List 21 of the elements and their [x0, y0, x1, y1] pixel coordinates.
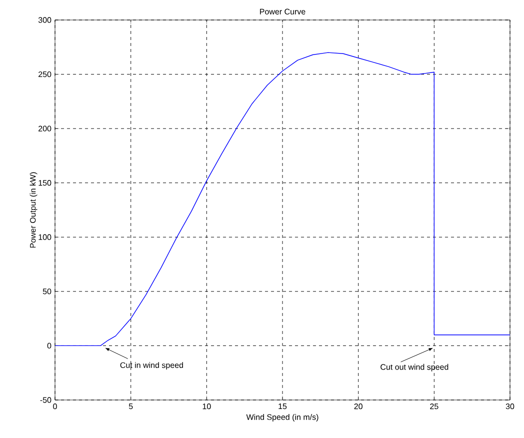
x-axis-title: Wind Speed (in m/s): [246, 414, 318, 422]
y-tick-label: 0: [47, 342, 52, 349]
chart-title: Power Curve: [260, 8, 306, 14]
y-axis-title: Power Output (in kW): [30, 172, 38, 248]
x-tick-label: 20: [354, 404, 362, 410]
x-tick-label: 0: [53, 404, 57, 410]
y-tick-label: 300: [38, 17, 52, 23]
annotation: Cut out wind speed: [380, 364, 448, 372]
annotation: Cut in wind speed: [120, 362, 183, 370]
x-tick-label: 5: [128, 404, 133, 410]
x-tick-label: 30: [506, 404, 514, 410]
y-tick-label: 50: [42, 288, 52, 294]
y-tick-label: 150: [38, 180, 52, 186]
x-tick-label: 25: [430, 404, 438, 410]
x-tick-label: 15: [278, 404, 287, 410]
y-tick-label: 100: [38, 234, 52, 240]
x-tick-label: 10: [202, 404, 211, 410]
y-tick-label: -50: [40, 397, 52, 403]
y-tick-label: 250: [38, 71, 52, 78]
line-series: [54, 52, 510, 346]
y-tick-label: 200: [38, 126, 52, 132]
